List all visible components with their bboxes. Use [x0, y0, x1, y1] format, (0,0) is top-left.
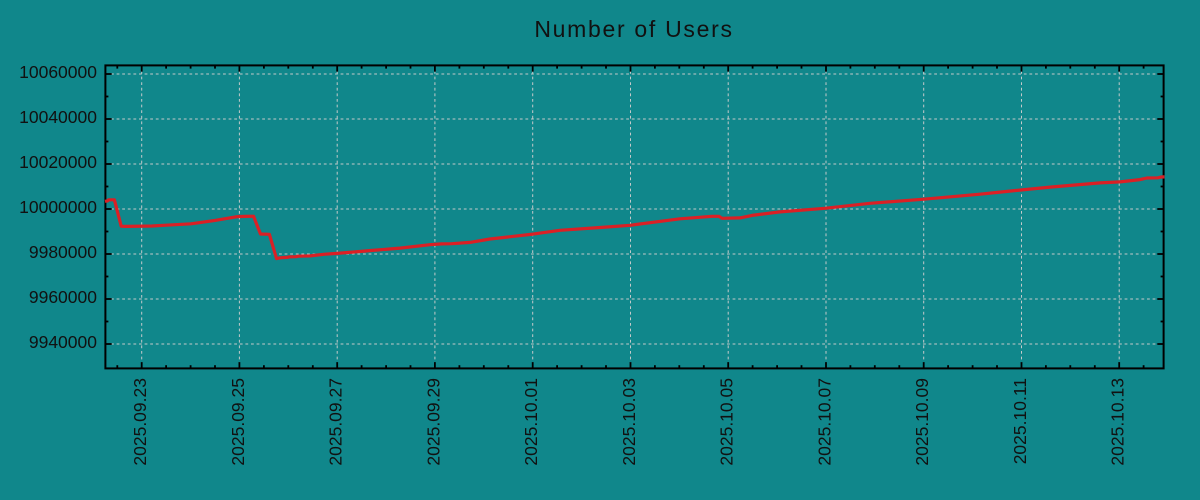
- svg-text:10040000: 10040000: [19, 107, 97, 127]
- svg-text:9940000: 9940000: [29, 332, 97, 352]
- svg-text:10000000: 10000000: [19, 197, 97, 217]
- svg-text:2025.09.29: 2025.09.29: [423, 378, 443, 466]
- svg-text:2025.10.03: 2025.10.03: [619, 378, 639, 466]
- svg-text:2025.10.13: 2025.10.13: [1108, 378, 1128, 466]
- svg-text:2025.09.25: 2025.09.25: [228, 378, 248, 466]
- svg-text:9980000: 9980000: [29, 242, 97, 262]
- svg-text:10020000: 10020000: [19, 152, 97, 172]
- svg-text:2025.10.05: 2025.10.05: [717, 378, 737, 466]
- svg-text:2025.10.07: 2025.10.07: [815, 378, 835, 466]
- svg-text:2025.10.11: 2025.10.11: [1010, 378, 1030, 464]
- svg-text:Number of Users: Number of Users: [534, 16, 733, 42]
- svg-text:2025.09.23: 2025.09.23: [130, 378, 150, 466]
- svg-text:9960000: 9960000: [29, 287, 97, 307]
- svg-text:2025.10.09: 2025.10.09: [912, 378, 932, 466]
- svg-text:2025.09.27: 2025.09.27: [326, 378, 346, 466]
- svg-text:2025.10.01: 2025.10.01: [521, 378, 541, 466]
- svg-text:10060000: 10060000: [19, 62, 97, 82]
